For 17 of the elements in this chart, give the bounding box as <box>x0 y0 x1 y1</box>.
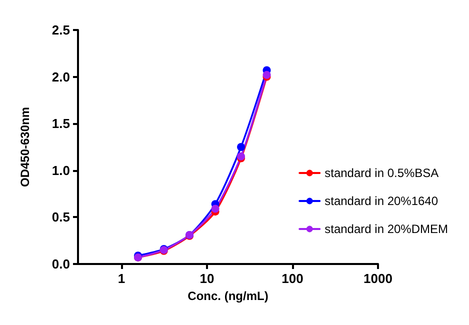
y-tick-label: 2.5 <box>52 22 70 38</box>
y-tick-label: 0.5 <box>52 210 70 225</box>
y-tick-label: 2.0 <box>52 69 70 84</box>
point <box>211 204 220 213</box>
y-tick-label: 1.5 <box>52 116 70 132</box>
point <box>237 143 246 151</box>
x-tick-label: 100 <box>282 271 304 286</box>
y-axis-title: OD450-630nm <box>18 106 32 188</box>
legend-label: standard in 20%1640 <box>324 194 438 208</box>
y-tick-label: 1.0 <box>52 162 70 178</box>
y-tick-label: 0.0 <box>52 256 70 272</box>
legend-label: standard in 0.5%BSA <box>324 166 439 180</box>
x-tick-label: 10 <box>200 271 214 286</box>
x-tick-label: 1000 <box>364 271 392 286</box>
legend-label: standard in 20%DMEM <box>324 222 448 236</box>
x-axis-title: Conc. (ng/mL) <box>188 288 268 303</box>
x-tick-label: 1 <box>118 271 126 286</box>
